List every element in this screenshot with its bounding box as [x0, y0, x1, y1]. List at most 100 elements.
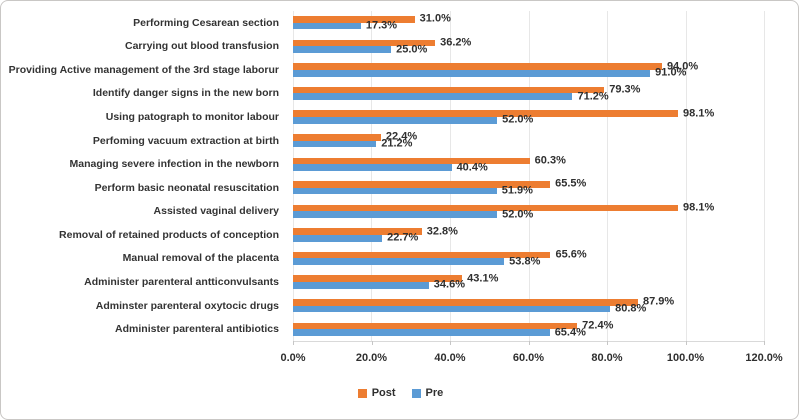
bar-post: 98.1%: [293, 202, 714, 213]
legend-swatch-pre-icon: [411, 388, 421, 398]
category-label: Removal of retained products of concepti…: [59, 228, 279, 241]
bar-row: 43.1% 34.6%: [293, 270, 764, 294]
bar-pre: 51.9%: [293, 185, 533, 196]
data-label-post: 36.2%: [440, 36, 472, 49]
data-label-pre: 40.4%: [456, 161, 488, 173]
bar-pre: 21.2%: [293, 138, 412, 149]
bar-row: 32.8% 22.7%: [293, 223, 764, 247]
data-label-post: 72.4%: [582, 319, 614, 332]
data-label-pre: 52.0%: [502, 113, 534, 126]
x-tick-label: 20.0%: [355, 352, 388, 364]
legend-label: Pre: [425, 387, 444, 399]
x-tick-label: 40.0%: [434, 352, 466, 364]
bar-row: 72.4% 65.4%: [293, 317, 764, 341]
bar-pre: 17.3%: [293, 20, 397, 31]
data-label-pre: 53.8%: [509, 255, 541, 268]
data-label-pre: 91.0%: [655, 66, 687, 79]
category-label: Identify danger signs in the new born: [92, 87, 279, 100]
bar-post: 94.0%: [293, 61, 698, 72]
data-label-post: 31.0%: [419, 12, 451, 25]
data-label-pre: 22.7%: [387, 231, 419, 244]
data-label-pre: 71.2%: [577, 90, 609, 103]
axis-tick: [293, 341, 294, 345]
legend-item-pre: Pre: [411, 387, 444, 399]
bar-pre: 25.0%: [293, 44, 427, 55]
bar-row: 79.3% 71.2%: [293, 82, 764, 106]
axis-tick: [685, 341, 687, 345]
data-label-pre: 80.8%: [615, 302, 647, 315]
gridline: [528, 11, 530, 341]
category-label: Manual removal of the placenta: [122, 252, 279, 265]
data-label-pre: 34.6%: [433, 278, 465, 291]
axis-tick: [371, 341, 373, 345]
gridline: [449, 11, 451, 341]
bar-row: 65.5% 51.9%: [293, 176, 764, 200]
bar-row: 60.3% 40.4%: [293, 152, 764, 176]
gridline: [685, 11, 687, 341]
bar-row: 87.9% 80.8%: [293, 294, 764, 318]
bar-post: 22.4%: [293, 131, 417, 142]
bar-pre: 52.0%: [293, 209, 533, 220]
gridline: [764, 11, 765, 341]
plot-area: 31.0% 17.3% 36.2% 25.0% 94.0% 91.0% 79.3% 71.2%…: [293, 11, 765, 341]
bar-pre: 34.6%: [293, 279, 465, 290]
data-label-pre: 21.2%: [381, 137, 413, 150]
bar-row: 31.0% 17.3%: [293, 11, 764, 35]
bar-row: 94.0% 91.0%: [293, 58, 764, 82]
bar-post: 31.0%: [293, 13, 451, 24]
category-label: Carrying out blood transfusion: [125, 40, 279, 53]
bar-row: 98.1% 52.0%: [293, 105, 764, 129]
bar-row: 36.2% 25.0%: [293, 35, 764, 59]
data-label-post: 60.3%: [534, 154, 566, 167]
data-label-pre: 25.0%: [396, 43, 428, 56]
bar-post: 98.1%: [293, 108, 714, 119]
data-label-pre: 65.4%: [554, 326, 586, 338]
category-label: Providing Active management of the 3rd s…: [8, 63, 279, 76]
legend-swatch-post-icon: [357, 388, 367, 398]
data-label-pre: 17.3%: [365, 19, 398, 32]
category-label: Assisted vaginal delivery: [153, 205, 279, 218]
bar-post: 72.4%: [293, 320, 613, 331]
bar-row: 98.1% 52.0%: [293, 200, 764, 224]
category-axis: Performing Cesarean section Carrying out …: [1, 11, 286, 341]
category-label: Performing Cesarean section: [133, 16, 279, 29]
data-label-post: 32.8%: [426, 225, 458, 238]
x-tick-label: 120.0%: [745, 352, 783, 364]
bar-post: 60.3%: [293, 155, 566, 166]
data-label-pre: 51.9%: [501, 184, 533, 197]
bar-pre: 65.4%: [293, 327, 586, 338]
category-label: Administer parenteral antibiotics: [115, 323, 279, 336]
data-label-post: 22.4%: [385, 130, 418, 143]
category-label: Perfoming vacuum extraction at birth: [92, 134, 279, 147]
bar-row: 65.6% 53.8%: [293, 247, 764, 271]
gridline: [293, 11, 294, 341]
bar-post: 43.1%: [293, 273, 498, 284]
category-label: Using patograph to monitor labour: [105, 111, 279, 124]
legend-item-post: Post: [357, 387, 396, 399]
bar-row: 22.4% 21.2%: [293, 129, 764, 153]
x-axis-labels: 0.0% 20.0% 40.0% 60.0% 80.0% 100.0% 120.0%: [1, 352, 798, 368]
bar-post: 87.9%: [293, 296, 674, 307]
gridline: [371, 11, 373, 341]
data-label-post: 65.6%: [555, 248, 587, 261]
data-label-post: 65.5%: [555, 177, 587, 190]
x-tick-label: 100.0%: [666, 352, 705, 364]
category-label: Perform basic neonatal resuscitation: [94, 181, 279, 194]
bar-post: 65.5%: [293, 178, 586, 189]
category-label: Administer parenteral antticonvulsants: [84, 276, 279, 289]
bar-pre: 80.8%: [293, 303, 646, 314]
data-label-post: 98.1%: [683, 201, 715, 214]
x-tick-label: 80.0%: [591, 352, 623, 364]
data-label-post: 43.1%: [467, 272, 499, 285]
bar-pre: 22.7%: [293, 232, 418, 243]
bar-pre: 52.0%: [293, 114, 533, 125]
bar-pre: 53.8%: [293, 256, 540, 267]
legend-label: Post: [371, 387, 396, 399]
axis-tick: [528, 341, 530, 345]
axis-tick: [450, 341, 451, 345]
bar-post: 32.8%: [293, 226, 458, 237]
bar-post: 36.2%: [293, 37, 471, 48]
category-label: Managing severe infection in the newborn: [69, 158, 279, 171]
bar-pre: 71.2%: [293, 91, 609, 102]
